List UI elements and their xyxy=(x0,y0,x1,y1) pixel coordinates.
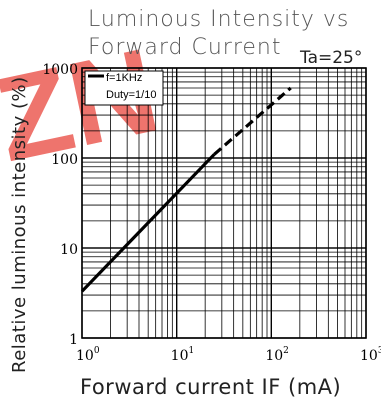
series-line-solid xyxy=(80,153,216,293)
y-axis-label: Relative luminous intensity (%) xyxy=(9,76,30,373)
x-tick-exponent: 2 xyxy=(283,346,289,356)
x-tick-label: 102 xyxy=(265,346,289,364)
x-tick-exponent: 1 xyxy=(188,346,194,356)
x-tick-base: 10 xyxy=(360,348,378,364)
series-line-dashed xyxy=(213,86,292,156)
x-tick-label: 100 xyxy=(76,346,100,364)
x-tick-base: 10 xyxy=(76,348,94,364)
x-tick-label: 103 xyxy=(360,346,381,364)
chart-title-line1: Luminous Intensity vs xyxy=(88,7,349,32)
plot-frame xyxy=(81,67,367,339)
y-tick-label: 10 xyxy=(60,242,78,258)
y-tick-label: 100 xyxy=(51,152,78,168)
x-tick-label: 101 xyxy=(171,346,195,364)
x-tick-base: 10 xyxy=(265,348,283,364)
legend: f=1KHz Duty=1/10 xyxy=(84,70,164,106)
legend-line1: f=1KHz xyxy=(106,72,142,84)
x-tick-base: 10 xyxy=(171,348,189,364)
series-group xyxy=(80,86,292,293)
y-tick-label: 1 xyxy=(69,332,78,348)
x-tick-exponent: 0 xyxy=(94,346,100,356)
legend-line2: Duty=1/10 xyxy=(106,89,156,101)
chart-title-line2: Forward Current xyxy=(88,35,281,60)
x-tick-exponent: 3 xyxy=(378,346,381,356)
x-axis-label: Forward current IF (mA) xyxy=(80,375,341,399)
y-tick-label: 1000 xyxy=(42,62,78,78)
condition-label: Ta=25° xyxy=(299,48,362,68)
